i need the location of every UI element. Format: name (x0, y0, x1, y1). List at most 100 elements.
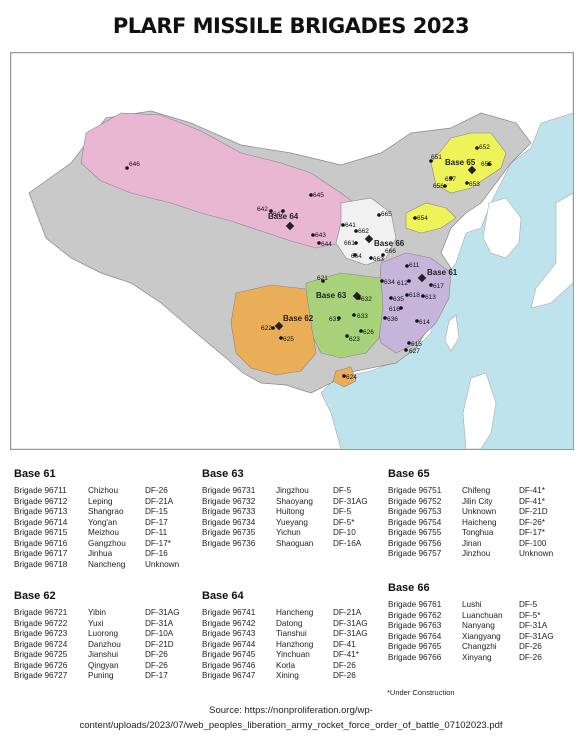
location-cell: Jilin City (462, 496, 493, 506)
location-cell: Datong (276, 618, 303, 628)
location-cell: Yichun (276, 528, 301, 537)
table-row: Brigade 96743 Tianshui DF-31AG (202, 629, 383, 640)
brigade-label-626: 626 (363, 329, 374, 336)
brigade-cell: Brigade 96733 (202, 507, 256, 516)
brigade-dot (487, 162, 491, 166)
table-row: Brigade 96745 Yinchuan DF-41* (202, 650, 383, 661)
brigade-cell: Brigade 96757 (388, 549, 442, 558)
base-hq-markers (274, 165, 477, 331)
table-row: Brigade 96761 Lushi DF-5 (388, 600, 569, 611)
brigade-dot (345, 334, 349, 338)
brigade-cell: Brigade 96717 (14, 549, 68, 558)
brigade-label-643: 643 (315, 232, 326, 239)
table-row: Brigade 96716 Gangzhou DF-17* (14, 539, 195, 550)
missile-cell: DF-5 (519, 600, 538, 609)
brigade-label-663: 663 (373, 256, 384, 263)
brigade-cell: Brigade 96752 (388, 496, 442, 506)
brigade-cell: Brigade 96726 (14, 660, 68, 670)
brigade-label-621: 621 (317, 275, 328, 282)
base-heading: Base 65 (388, 468, 430, 480)
table-row: Brigade 96714 Yong'an DF-17 (14, 518, 195, 529)
missile-cell: Unknown (519, 549, 554, 558)
location-cell: Unknown (462, 507, 497, 516)
table-row: Brigade 96746 Korla DF-26 (202, 661, 383, 672)
brigade-cell: Brigade 96715 (14, 528, 68, 537)
missile-cell: DF-10A (145, 629, 174, 638)
location-cell: Tonghua (462, 528, 494, 537)
hq-marker-66 (364, 234, 374, 244)
hq-marker-62 (274, 321, 284, 331)
table-row: Brigade 96736 Shaoguan DF-16A (202, 539, 383, 550)
korea-land (482, 197, 522, 259)
missile-cell: DF-41* (333, 650, 359, 659)
missile-cell: Unknown (145, 559, 180, 569)
missile-cell: DF-16A (333, 538, 362, 548)
table-row: Brigade 96766 Xinyang DF-26 (388, 653, 569, 664)
brigade-label-644: 644 (321, 241, 332, 248)
location-cell: Korla (276, 660, 296, 670)
brigade-label-617: 617 (433, 283, 444, 290)
brigade-dot (269, 209, 273, 213)
brigade-cell: Brigade 96744 (202, 639, 256, 649)
base-64-block: Base 64 Brigade 96741 Hancheng DF-21A Brig… (202, 590, 383, 682)
source-citation: Source: https://nonproliferation.org/wp-… (0, 703, 582, 733)
brigade-label-612: 612 (397, 280, 408, 287)
brigade-cell: Brigade 96762 (388, 610, 442, 620)
missile-cell: DF-17* (519, 528, 545, 537)
location-cell: Jinzhou (462, 549, 491, 558)
location-cell: Luanchuan (462, 610, 503, 620)
table-row: Brigade 96724 Danzhou DF-21D (14, 640, 195, 651)
brigade-dot (413, 216, 417, 220)
brigade-cell: Brigade 96736 (202, 538, 256, 548)
brigade-dot (309, 193, 313, 197)
missile-cell: DF-26 (519, 652, 542, 662)
brigade-label-632: 632 (361, 296, 372, 303)
table-row: Brigade 96735 Yichun DF-10 (202, 528, 383, 539)
source-line-2: content/uploads/2023/07/web_peoples_libe… (79, 720, 503, 731)
brigade-dot (369, 256, 373, 260)
brigade-cell: Brigade 96731 (202, 486, 256, 495)
missile-cell: DF-5 (333, 507, 352, 516)
brigade-label-618: 618 (409, 292, 420, 299)
missile-cell: DF-10 (333, 528, 356, 537)
missile-cell: DF-31AG (519, 631, 554, 641)
missile-cell: DF-41 (333, 639, 356, 649)
location-cell: Yibin (88, 608, 106, 617)
table-row: Brigade 96715 Meizhou DF-11 (14, 528, 195, 539)
brigade-label-661: 661 (344, 240, 355, 247)
brigade-label-614: 614 (419, 319, 430, 326)
table-row: Brigade 96731 Jingzhou DF-5 (202, 486, 383, 497)
missile-cell: DF-31AG (333, 629, 368, 638)
location-cell: Chizhou (88, 486, 119, 495)
missile-cell: DF-5* (333, 517, 355, 527)
table-row: Brigade 96725 Jianshui DF-26 (14, 650, 195, 661)
location-cell: Hanzhong (276, 639, 314, 649)
missile-cell: DF-31A (519, 621, 548, 630)
brigade-dot (125, 166, 129, 170)
brigade-label-623: 623 (349, 336, 360, 343)
table-row: Brigade 96723 Luorong DF-10A (14, 629, 195, 640)
brigade-cell: Brigade 96734 (202, 517, 256, 527)
table-row: Brigade 96713 Shangrao DF-15 (14, 507, 195, 518)
brigade-dot (271, 326, 275, 330)
brigade-label-647: 647 (273, 211, 284, 218)
brigade-cell: Brigade 96732 (202, 496, 256, 506)
location-cell: Haicheng (462, 517, 497, 527)
brigade-map: Base 61 Base 62 Base 63 Base 64 Base 65 … (10, 52, 574, 450)
brigade-dots (125, 146, 491, 378)
brigade-label-652: 652 (479, 144, 490, 151)
brigade-cell: Brigade 96742 (202, 618, 256, 628)
table-row: Brigade 96753 Unknown DF-21D (388, 507, 569, 518)
brigade-cell: Brigade 96746 (202, 660, 256, 670)
location-cell: Danzhou (88, 639, 121, 649)
table-row: Brigade 96763 Nanyang DF-31A (388, 621, 569, 632)
table-row: Brigade 96742 Datong DF-31AG (202, 619, 383, 630)
brigade-dot (311, 233, 315, 237)
base-61-block: Base 61 Brigade 96711 Chizhou DF-26 Brigad… (14, 468, 195, 570)
brigade-dot (429, 283, 433, 287)
brigade-dot (465, 181, 469, 185)
missile-cell: DF-17 (145, 517, 168, 527)
location-cell: Yuxi (88, 618, 104, 628)
brigade-dot (380, 279, 384, 283)
missile-cell: DF-5* (519, 610, 541, 620)
